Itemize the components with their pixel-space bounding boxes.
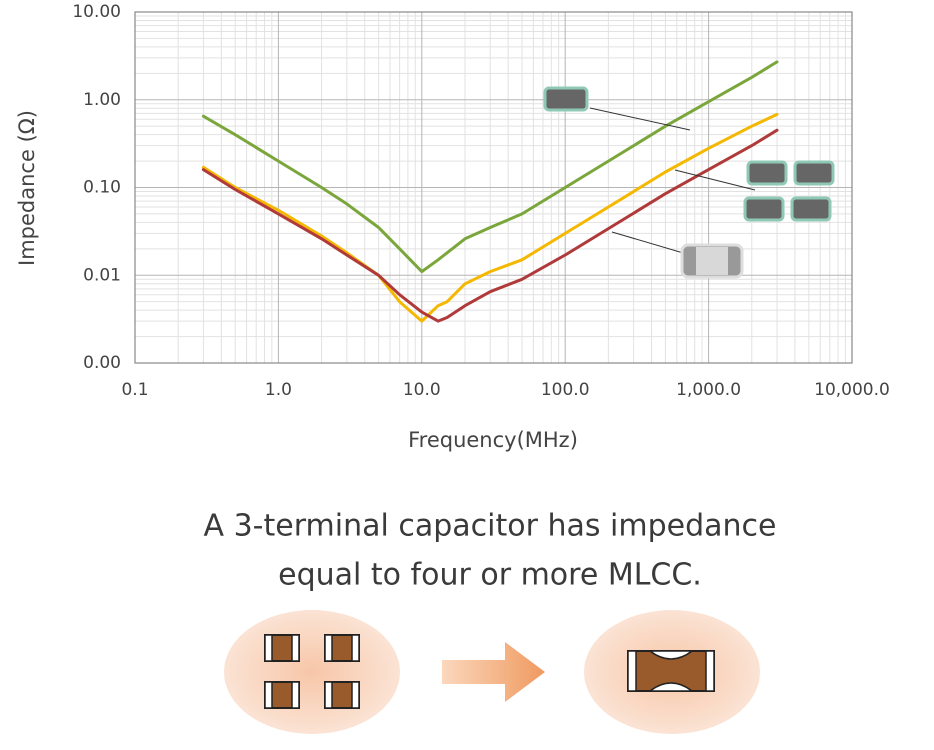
caption-line: A 3-terminal capacitor has impedance: [204, 509, 777, 544]
y-tick-label: 0.10: [83, 178, 121, 198]
series-line: [201, 60, 779, 274]
y-tick-label: 0.00: [83, 353, 121, 373]
series-line: [201, 112, 779, 323]
x-tick-label: 1.0: [265, 380, 292, 400]
y-tick-label: 0.01: [83, 265, 121, 285]
caption-line: equal to four or more MLCC.: [278, 558, 702, 593]
component-icons: [543, 86, 835, 279]
x-axis-label: Frequency(MHz): [408, 428, 578, 452]
x-tick-label: 100.0: [541, 380, 590, 400]
x-tick-label: 0.1: [121, 380, 148, 400]
x-tick-label: 10.0: [403, 380, 441, 400]
plot-frame: [134, 11, 853, 364]
x-tick-label: 10,000.0: [814, 380, 890, 400]
grid: [134, 11, 853, 364]
y-axis-label: Impedance (Ω): [15, 110, 39, 266]
y-tick-label: 10.00: [72, 2, 121, 22]
series-line: [201, 128, 779, 323]
x-tick-label: 1,000.0: [676, 380, 741, 400]
illustration: [224, 610, 760, 734]
lines: [201, 60, 779, 323]
y-tick-label: 1.00: [83, 90, 121, 110]
